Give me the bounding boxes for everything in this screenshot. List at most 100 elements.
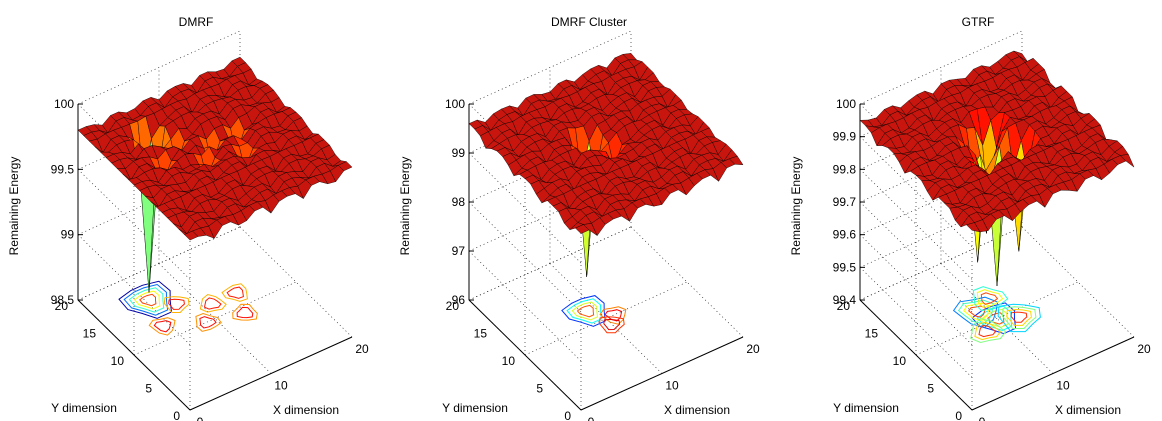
y-axis (77, 299, 191, 411)
x-tick-label: 0 (588, 415, 595, 421)
z-tick-label: 100 (54, 97, 74, 111)
z-tick-label: 98.5 (51, 293, 75, 307)
chart-title: GTRF (962, 15, 995, 29)
contour-line (236, 306, 254, 319)
z-axis-label: Remaining Energy (7, 157, 21, 256)
contour-line (976, 289, 1004, 309)
z-tick-label: 99.7 (833, 195, 857, 209)
grid-line (468, 226, 632, 301)
contour-line (997, 303, 1041, 333)
contour-line (133, 290, 161, 310)
contour-line (598, 316, 625, 334)
y-axis (468, 299, 582, 411)
contour-projection (561, 295, 627, 334)
y-tick-label: 20 (837, 299, 851, 313)
chart-panel-1: DMRF 98.5 99 99.5 100 0 5 10 15 20 0 10 20 Y dimensio… (7, 15, 369, 421)
surface-patch (728, 155, 744, 166)
chart-title: DMRF Cluster (551, 15, 627, 29)
contour-line (576, 304, 595, 318)
y-tick-label: 15 (83, 327, 97, 341)
grid-line (630, 226, 744, 338)
y-tick-label: 5 (145, 382, 152, 396)
x-tick-label: 20 (1137, 342, 1151, 356)
x-axis (189, 336, 353, 411)
contour-line (963, 302, 990, 322)
y-tick-label: 15 (865, 327, 879, 341)
y-axis (859, 299, 973, 411)
contour-line (952, 296, 999, 328)
x-axis (580, 336, 744, 411)
z-tick-label: 100 (445, 97, 465, 111)
z-tick-label: 99 (61, 228, 75, 242)
y-tick-label: 20 (446, 299, 460, 313)
contour-line (148, 317, 176, 336)
contour-line (153, 320, 172, 333)
grid-line (859, 30, 1023, 105)
x-tick-label: 0 (979, 415, 986, 421)
contour-line (128, 287, 165, 313)
grid-line (239, 226, 353, 338)
contour-line (1006, 308, 1032, 326)
grid-line (468, 30, 632, 105)
surface-patch (1119, 154, 1135, 168)
x-axis-label: X dimension (1055, 403, 1121, 417)
contour-line (972, 286, 1009, 312)
x-tick-label: 10 (665, 379, 679, 393)
contour-line (957, 299, 995, 325)
z-axis-label: Remaining Energy (789, 157, 803, 256)
surface (77, 56, 353, 293)
grid-line (1021, 226, 1135, 338)
contour-line (978, 324, 997, 338)
contour-line (1001, 306, 1037, 329)
surface (859, 50, 1135, 286)
x-tick-label: 10 (1056, 379, 1070, 393)
x-axis-label: X dimension (273, 403, 339, 417)
contour-line (226, 286, 244, 299)
contour-line (199, 316, 217, 329)
z-tick-label: 99.5 (833, 260, 857, 274)
z-tick-label: 99 (452, 146, 466, 160)
x-tick-label: 0 (197, 415, 204, 421)
contour-line (571, 301, 599, 321)
z-axis-label: Remaining Energy (398, 157, 412, 256)
contour-line (195, 312, 222, 332)
x-axis-label: X dimension (664, 403, 730, 417)
contour-projection (118, 280, 258, 336)
z-tick-label: 98 (452, 195, 466, 209)
y-tick-label: 0 (955, 409, 962, 421)
z-tick-label: 97 (452, 244, 466, 258)
z-tick-label: 99.6 (833, 228, 857, 242)
chart-panel-3: GTRF 99.4 99.5 99.6 99.7 99.8 99.9 100 0 5 10 15 20 0… (789, 15, 1151, 421)
z-tick-label: 99.8 (833, 162, 857, 176)
y-tick-label: 20 (55, 299, 69, 313)
y-tick-label: 5 (536, 382, 543, 396)
x-axis (971, 336, 1135, 411)
x-tick-label: 20 (746, 342, 760, 356)
contour-line (232, 303, 258, 321)
chart-title: DMRF (179, 15, 214, 29)
z-tick-label: 99.5 (51, 162, 75, 176)
surface-patch (337, 161, 353, 172)
contour-line (168, 298, 185, 310)
z-tick-label: 100 (836, 97, 856, 111)
contour-line (163, 296, 190, 313)
chart-panel-2: DMRF Cluster 96 97 98 99 100 0 5 10 15 20 0 10 20 Y di… (398, 15, 760, 421)
contour-line (199, 293, 227, 313)
contour-line (1010, 311, 1028, 323)
contour-line (118, 280, 173, 319)
contour-line (203, 297, 222, 310)
contour-line (974, 321, 1002, 341)
grid-line (77, 226, 241, 301)
contour-line (221, 283, 248, 302)
contour-line (599, 306, 627, 325)
grid-line (133, 281, 297, 356)
contour-line (566, 298, 602, 324)
y-tick-label: 10 (111, 354, 125, 368)
contour-line (603, 318, 621, 331)
z-tick-label: 96 (452, 293, 466, 307)
z-tick-label: 99.4 (833, 293, 857, 307)
y-axis-label: Y dimension (442, 401, 508, 415)
y-tick-label: 5 (927, 382, 934, 396)
contour-line (139, 293, 157, 307)
